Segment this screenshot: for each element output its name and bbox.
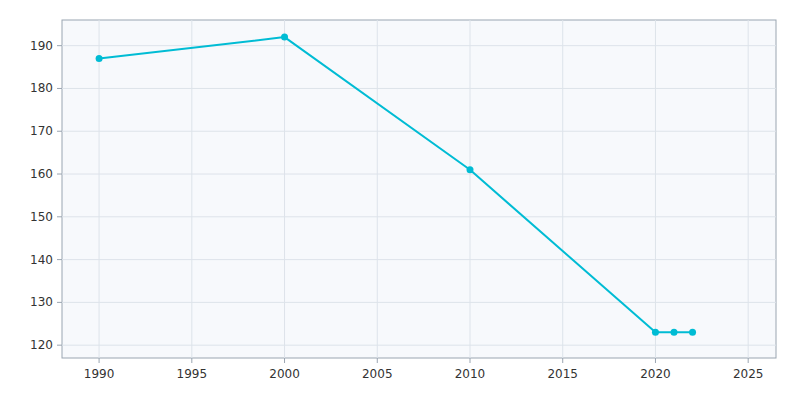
plot-frame xyxy=(62,20,776,358)
data-layer xyxy=(96,34,696,336)
point xyxy=(281,34,288,41)
y-tick xyxy=(57,302,62,303)
y-tick-label: 120 xyxy=(30,338,53,352)
x-tick-label: 2005 xyxy=(362,367,393,381)
x-grid-line xyxy=(99,20,100,358)
point xyxy=(689,329,696,336)
x-tick xyxy=(99,358,100,363)
x-tick xyxy=(470,358,471,363)
y-tick xyxy=(57,216,62,217)
x-grid-line xyxy=(562,20,563,358)
x-tick-label: 1995 xyxy=(177,367,208,381)
y-tick xyxy=(57,259,62,260)
x-tick xyxy=(284,358,285,363)
y-tick-label: 150 xyxy=(30,210,53,224)
y-grid-line xyxy=(62,345,776,346)
x-grid-line xyxy=(191,20,192,358)
y-grid-line xyxy=(62,131,776,132)
x-tick xyxy=(655,358,656,363)
y-grid-line xyxy=(62,259,776,260)
chart-container: 1990 1995 2000 2005 2010 2015 2020 2025 120 130 14… xyxy=(0,0,800,400)
x-tick xyxy=(191,358,192,363)
y-tick xyxy=(57,174,62,175)
x-grid-line xyxy=(655,20,656,358)
chart-svg: 1990 1995 2000 2005 2010 2015 2020 2025 120 130 14… xyxy=(0,0,800,400)
x-tick xyxy=(562,358,563,363)
y-tick xyxy=(57,88,62,89)
x-tick-label: 2010 xyxy=(455,367,486,381)
axes: 1990 1995 2000 2005 2010 2015 2020 2025 120 130 14… xyxy=(30,39,763,381)
y-grid-line xyxy=(62,174,776,175)
y-tick xyxy=(57,345,62,346)
y-grid-line xyxy=(62,45,776,46)
y-tick xyxy=(57,45,62,46)
y-grid-line xyxy=(62,88,776,89)
x-grid-line xyxy=(748,20,749,358)
y-tick-label: 160 xyxy=(30,167,53,181)
y-tick-label: 190 xyxy=(30,39,53,53)
x-tick-label: 1990 xyxy=(84,367,115,381)
y-grid-line xyxy=(62,216,776,217)
x-tick-label: 2015 xyxy=(547,367,578,381)
y-tick-label: 180 xyxy=(30,81,53,95)
y-tick xyxy=(57,131,62,132)
x-grid-line xyxy=(470,20,471,358)
y-grid-line xyxy=(62,302,776,303)
x-tick-label: 2025 xyxy=(733,367,764,381)
point xyxy=(467,166,474,173)
point xyxy=(96,55,103,62)
x-tick-label: 2000 xyxy=(269,367,300,381)
y-tick-label: 140 xyxy=(30,253,53,267)
x-tick xyxy=(377,358,378,363)
x-tick xyxy=(748,358,749,363)
x-grid-line xyxy=(377,20,378,358)
x-tick-label: 2020 xyxy=(640,367,671,381)
point xyxy=(671,329,678,336)
y-tick-label: 130 xyxy=(30,295,53,309)
point xyxy=(652,329,659,336)
x-grid-line xyxy=(284,20,285,358)
y-tick-label: 170 xyxy=(30,124,53,138)
line xyxy=(99,37,692,332)
grid xyxy=(62,20,776,358)
